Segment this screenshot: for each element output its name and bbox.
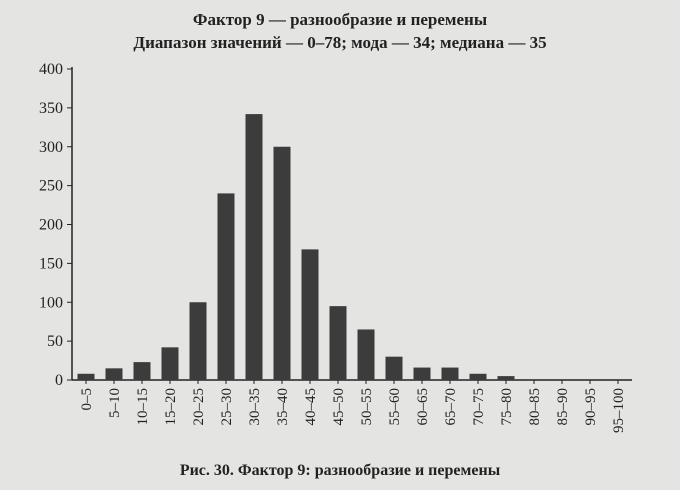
- y-tick-label: 300: [39, 139, 63, 156]
- x-tick-label: 0–5: [79, 388, 95, 411]
- histogram-bar: [105, 368, 123, 380]
- y-tick-label: 350: [39, 100, 63, 117]
- x-tick-label: 80–85: [527, 388, 543, 426]
- histogram-bar: [441, 367, 459, 380]
- y-tick-label: 400: [39, 61, 63, 78]
- y-tick-label: 250: [39, 178, 63, 195]
- chart-title: Фактор 9 — разнообразие и перемены: [192, 10, 488, 29]
- x-tick-label: 55–60: [387, 388, 403, 426]
- x-tick-label: 60–65: [415, 388, 431, 426]
- x-tick-label: 40–45: [303, 388, 319, 426]
- y-tick-label: 50: [47, 333, 63, 350]
- histogram-bar: [497, 376, 515, 380]
- histogram-bar: [161, 347, 179, 380]
- histogram-bar: [133, 362, 151, 380]
- x-tick-label: 35–40: [275, 388, 291, 426]
- x-tick-label: 70–75: [471, 388, 487, 426]
- histogram-bar: [413, 367, 431, 380]
- x-tick-label: 90–95: [583, 388, 599, 426]
- histogram-bar: [217, 193, 235, 380]
- x-tick-label: 45–50: [331, 388, 347, 426]
- histogram-bar: [245, 114, 263, 380]
- x-tick-label: 50–55: [359, 388, 375, 426]
- x-tick-label: 85–90: [555, 388, 571, 426]
- histogram-bar: [273, 146, 291, 380]
- y-tick-label: 200: [39, 217, 63, 234]
- histogram-bar: [469, 373, 487, 380]
- histogram-bar: [329, 306, 347, 380]
- x-tick-label: 30–35: [247, 388, 263, 426]
- histogram-bar: [357, 329, 375, 380]
- figure-caption: Рис. 30. Фактор 9: разнообразие и переме…: [179, 462, 501, 479]
- y-tick-label: 0: [55, 372, 63, 389]
- y-tick-label: 150: [39, 255, 63, 272]
- histogram-bar: [77, 373, 95, 380]
- x-tick-label: 15–20: [163, 388, 179, 426]
- histogram-bar: [385, 356, 403, 380]
- x-tick-label: 25–30: [219, 388, 235, 426]
- histogram-bar: [189, 302, 207, 380]
- histogram-bar: [301, 249, 319, 380]
- x-tick-label: 75–80: [499, 388, 515, 426]
- x-tick-label: 65–70: [443, 388, 459, 426]
- y-tick-label: 100: [39, 294, 63, 311]
- x-tick-label: 10–15: [135, 388, 151, 426]
- x-tick-label: 20–25: [191, 388, 207, 426]
- x-tick-label: 5–10: [107, 388, 123, 418]
- chart-subtitle: Диапазон значений — 0–78; мода — 34; мед…: [133, 33, 547, 52]
- x-tick-label: 95–100: [611, 388, 627, 433]
